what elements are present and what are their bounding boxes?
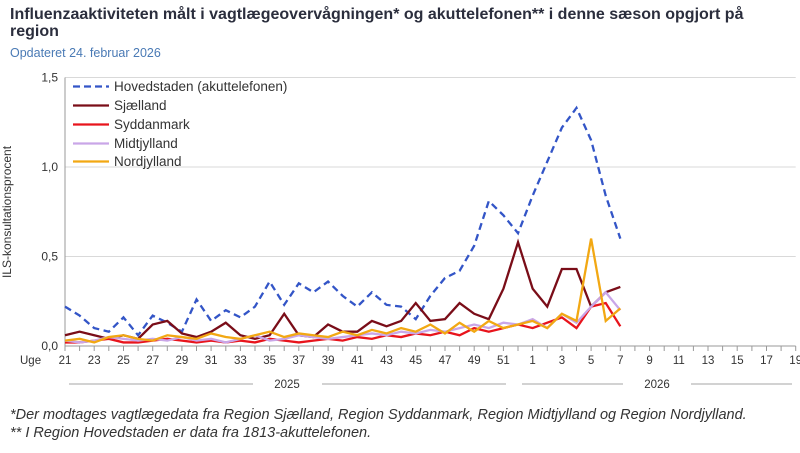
svg-text:Hovedstaden (akuttelefonen): Hovedstaden (akuttelefonen) — [114, 79, 287, 94]
svg-text:13: 13 — [702, 355, 715, 367]
svg-text:2025: 2025 — [274, 379, 300, 391]
svg-text:17: 17 — [760, 355, 773, 367]
svg-text:1,5: 1,5 — [41, 71, 58, 85]
svg-text:23: 23 — [88, 355, 101, 367]
svg-text:1: 1 — [529, 355, 535, 367]
svg-text:Syddanmark: Syddanmark — [114, 117, 190, 132]
svg-text:1,0: 1,0 — [41, 160, 58, 174]
svg-text:43: 43 — [380, 355, 393, 367]
svg-text:41: 41 — [351, 355, 364, 367]
svg-text:19: 19 — [789, 355, 800, 367]
svg-text:5: 5 — [588, 355, 594, 367]
svg-text:31: 31 — [205, 355, 218, 367]
svg-text:47: 47 — [439, 355, 452, 367]
svg-text:29: 29 — [176, 355, 189, 367]
svg-text:9: 9 — [646, 355, 652, 367]
svg-text:0,5: 0,5 — [41, 250, 58, 264]
svg-text:25: 25 — [117, 355, 130, 367]
svg-text:45: 45 — [409, 355, 422, 367]
svg-text:35: 35 — [263, 355, 276, 367]
svg-text:39: 39 — [322, 355, 335, 367]
svg-text:3: 3 — [559, 355, 565, 367]
svg-text:27: 27 — [146, 355, 159, 367]
svg-text:0,0: 0,0 — [41, 339, 58, 353]
svg-text:37: 37 — [292, 355, 305, 367]
svg-text:51: 51 — [497, 355, 510, 367]
svg-text:49: 49 — [468, 355, 481, 367]
svg-text:Nordjylland: Nordjylland — [114, 154, 182, 169]
svg-text:15: 15 — [731, 355, 744, 367]
svg-text:7: 7 — [617, 355, 623, 367]
svg-text:Sjælland: Sjælland — [114, 98, 167, 113]
svg-text:33: 33 — [234, 355, 247, 367]
svg-text:11: 11 — [673, 355, 685, 367]
svg-text:Midtjylland: Midtjylland — [114, 136, 178, 151]
svg-text:21: 21 — [59, 355, 72, 367]
svg-text:2026: 2026 — [644, 379, 670, 391]
svg-text:Uge: Uge — [20, 355, 41, 367]
svg-text:ILS-konsultationsprocent: ILS-konsultationsprocent — [0, 145, 14, 278]
